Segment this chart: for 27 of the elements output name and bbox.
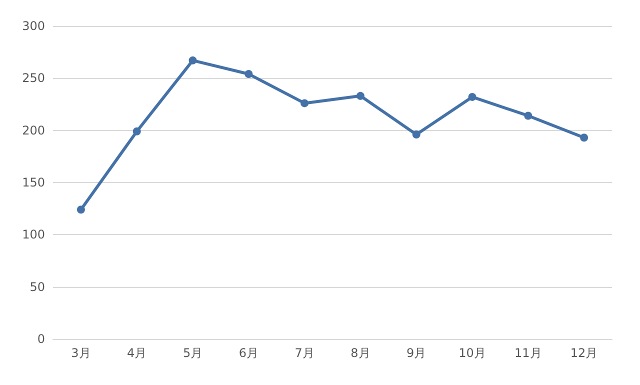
y-tick-label: 150 bbox=[22, 176, 45, 190]
point bbox=[356, 92, 364, 100]
x-tick-label: 11月 bbox=[514, 346, 542, 360]
x-tick-label: 6月 bbox=[238, 346, 258, 360]
point bbox=[132, 127, 141, 136]
y-tick-label: 250 bbox=[22, 71, 45, 86]
x-tick-label: 5月 bbox=[182, 346, 203, 360]
x-tick-label: 8月 bbox=[350, 346, 370, 360]
y-tick-label: 300 bbox=[22, 19, 45, 33]
point bbox=[300, 99, 309, 108]
x-tick-label: 12月 bbox=[570, 346, 598, 360]
y-tick-label: 200 bbox=[22, 123, 45, 138]
y-tick-label: 100 bbox=[22, 228, 45, 242]
x-tick-label: 4月 bbox=[127, 346, 147, 360]
y-tick-label: 0 bbox=[37, 332, 45, 346]
x-tick-label: 10月 bbox=[458, 346, 486, 360]
x-tick-label: 7月 bbox=[294, 346, 314, 360]
point bbox=[412, 130, 420, 139]
point bbox=[76, 206, 85, 214]
point bbox=[188, 56, 197, 64]
point bbox=[524, 112, 532, 120]
x-tick-label: 3月 bbox=[71, 346, 91, 360]
y-tick-label: 50 bbox=[30, 280, 45, 294]
x-tick-label: 9月 bbox=[406, 346, 426, 360]
point bbox=[468, 92, 476, 101]
point bbox=[244, 70, 253, 78]
point bbox=[580, 134, 588, 142]
